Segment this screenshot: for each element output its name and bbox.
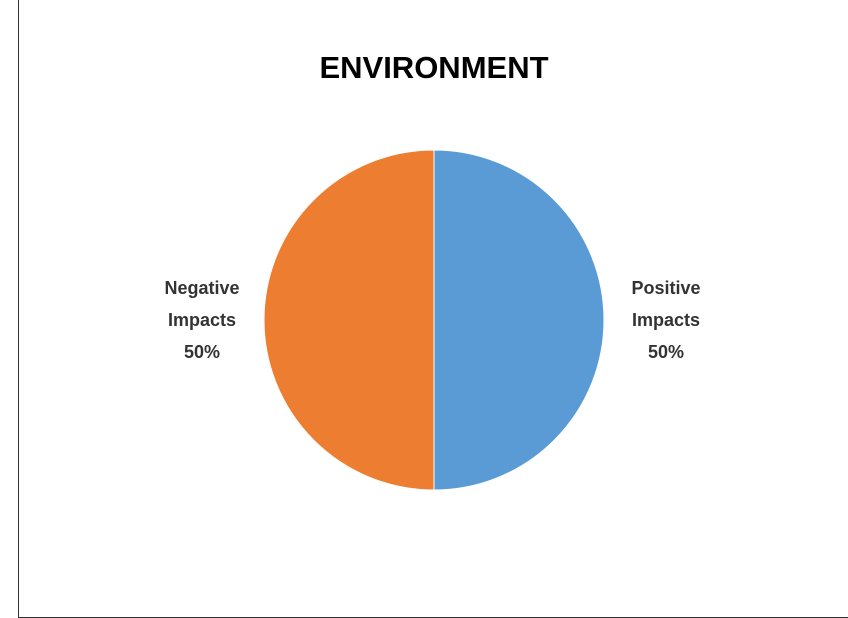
slice-value-label: 50% bbox=[183, 342, 221, 362]
slice-category: Negative Impacts bbox=[164, 278, 240, 330]
pie-slice bbox=[433, 149, 605, 491]
chart-title: ENVIRONMENT bbox=[319, 50, 548, 85]
slice-value-label: 50% bbox=[647, 342, 685, 362]
slice-category: Positive Impacts bbox=[631, 278, 701, 330]
slice-label: Positive Impacts 50% bbox=[610, 272, 722, 368]
slice-label: Negative Impacts 50% bbox=[146, 272, 258, 368]
pie-slice bbox=[263, 149, 435, 491]
